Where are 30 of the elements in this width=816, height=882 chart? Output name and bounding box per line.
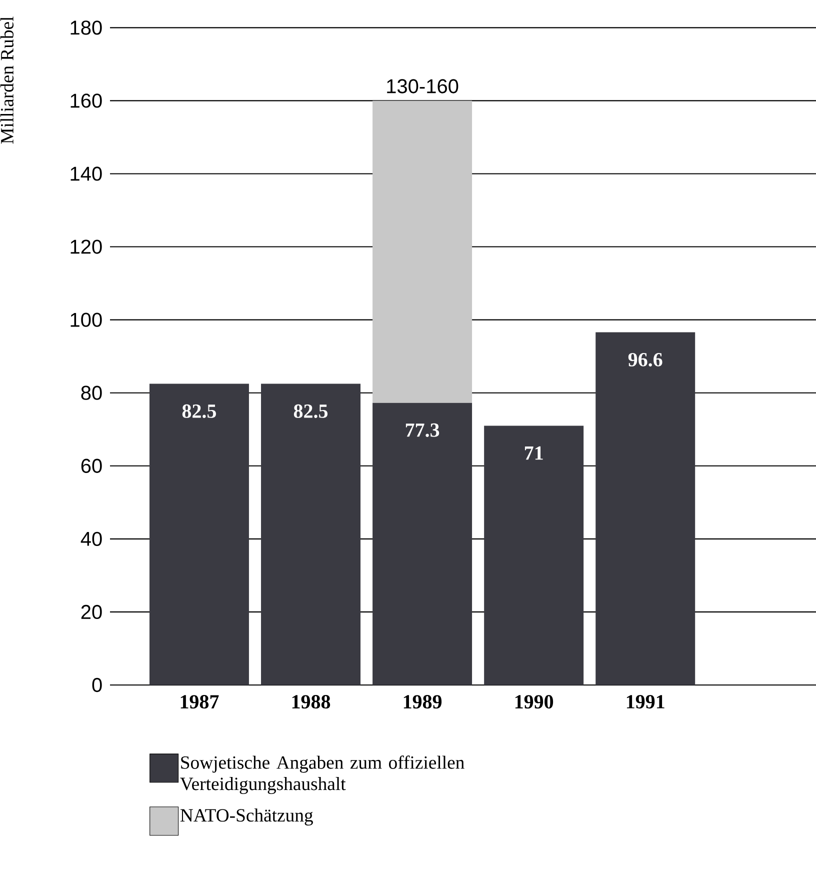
x-tick-label: 1987 [180, 695, 219, 709]
data-label: 82.5 [294, 404, 328, 418]
data-label: 71 [524, 446, 543, 460]
y-tick-label: 0 [92, 678, 102, 692]
y-tick-label: 20 [81, 604, 102, 620]
bar [372, 402, 472, 685]
y-axis-title: Milliarden Rubel [0, 16, 14, 144]
y-tick-label: 60 [81, 458, 102, 473]
y-tick-label: 180 [70, 20, 102, 35]
bar [484, 426, 584, 685]
x-tick-label: 1990 [515, 695, 554, 709]
bar [149, 384, 249, 685]
y-tick-label: 140 [70, 166, 102, 181]
data-label: 77.3 [406, 423, 440, 437]
data-label: 130-160 [387, 79, 458, 94]
bar [261, 384, 360, 685]
y-tick-label: 40 [80, 532, 102, 546]
y-tick-label: 100 [70, 312, 102, 327]
bar [372, 100, 472, 403]
x-tick-label: 1988 [292, 695, 330, 709]
y-tick-label: 160 [70, 94, 102, 108]
y-tick-label: 120 [70, 240, 102, 254]
legend-label: NATO-Schätzung [180, 808, 313, 826]
bar [596, 332, 696, 685]
y-tick-label: 80 [81, 386, 102, 400]
legend-label: Sowjetische Angaben zum offiziellen Verteidigungshaushalt [180, 756, 464, 794]
data-label: 82.5 [182, 404, 216, 418]
data-label: 96.6 [628, 352, 662, 366]
x-tick-label: 1991 [626, 695, 664, 708]
x-tick-label: 1989 [404, 695, 442, 709]
